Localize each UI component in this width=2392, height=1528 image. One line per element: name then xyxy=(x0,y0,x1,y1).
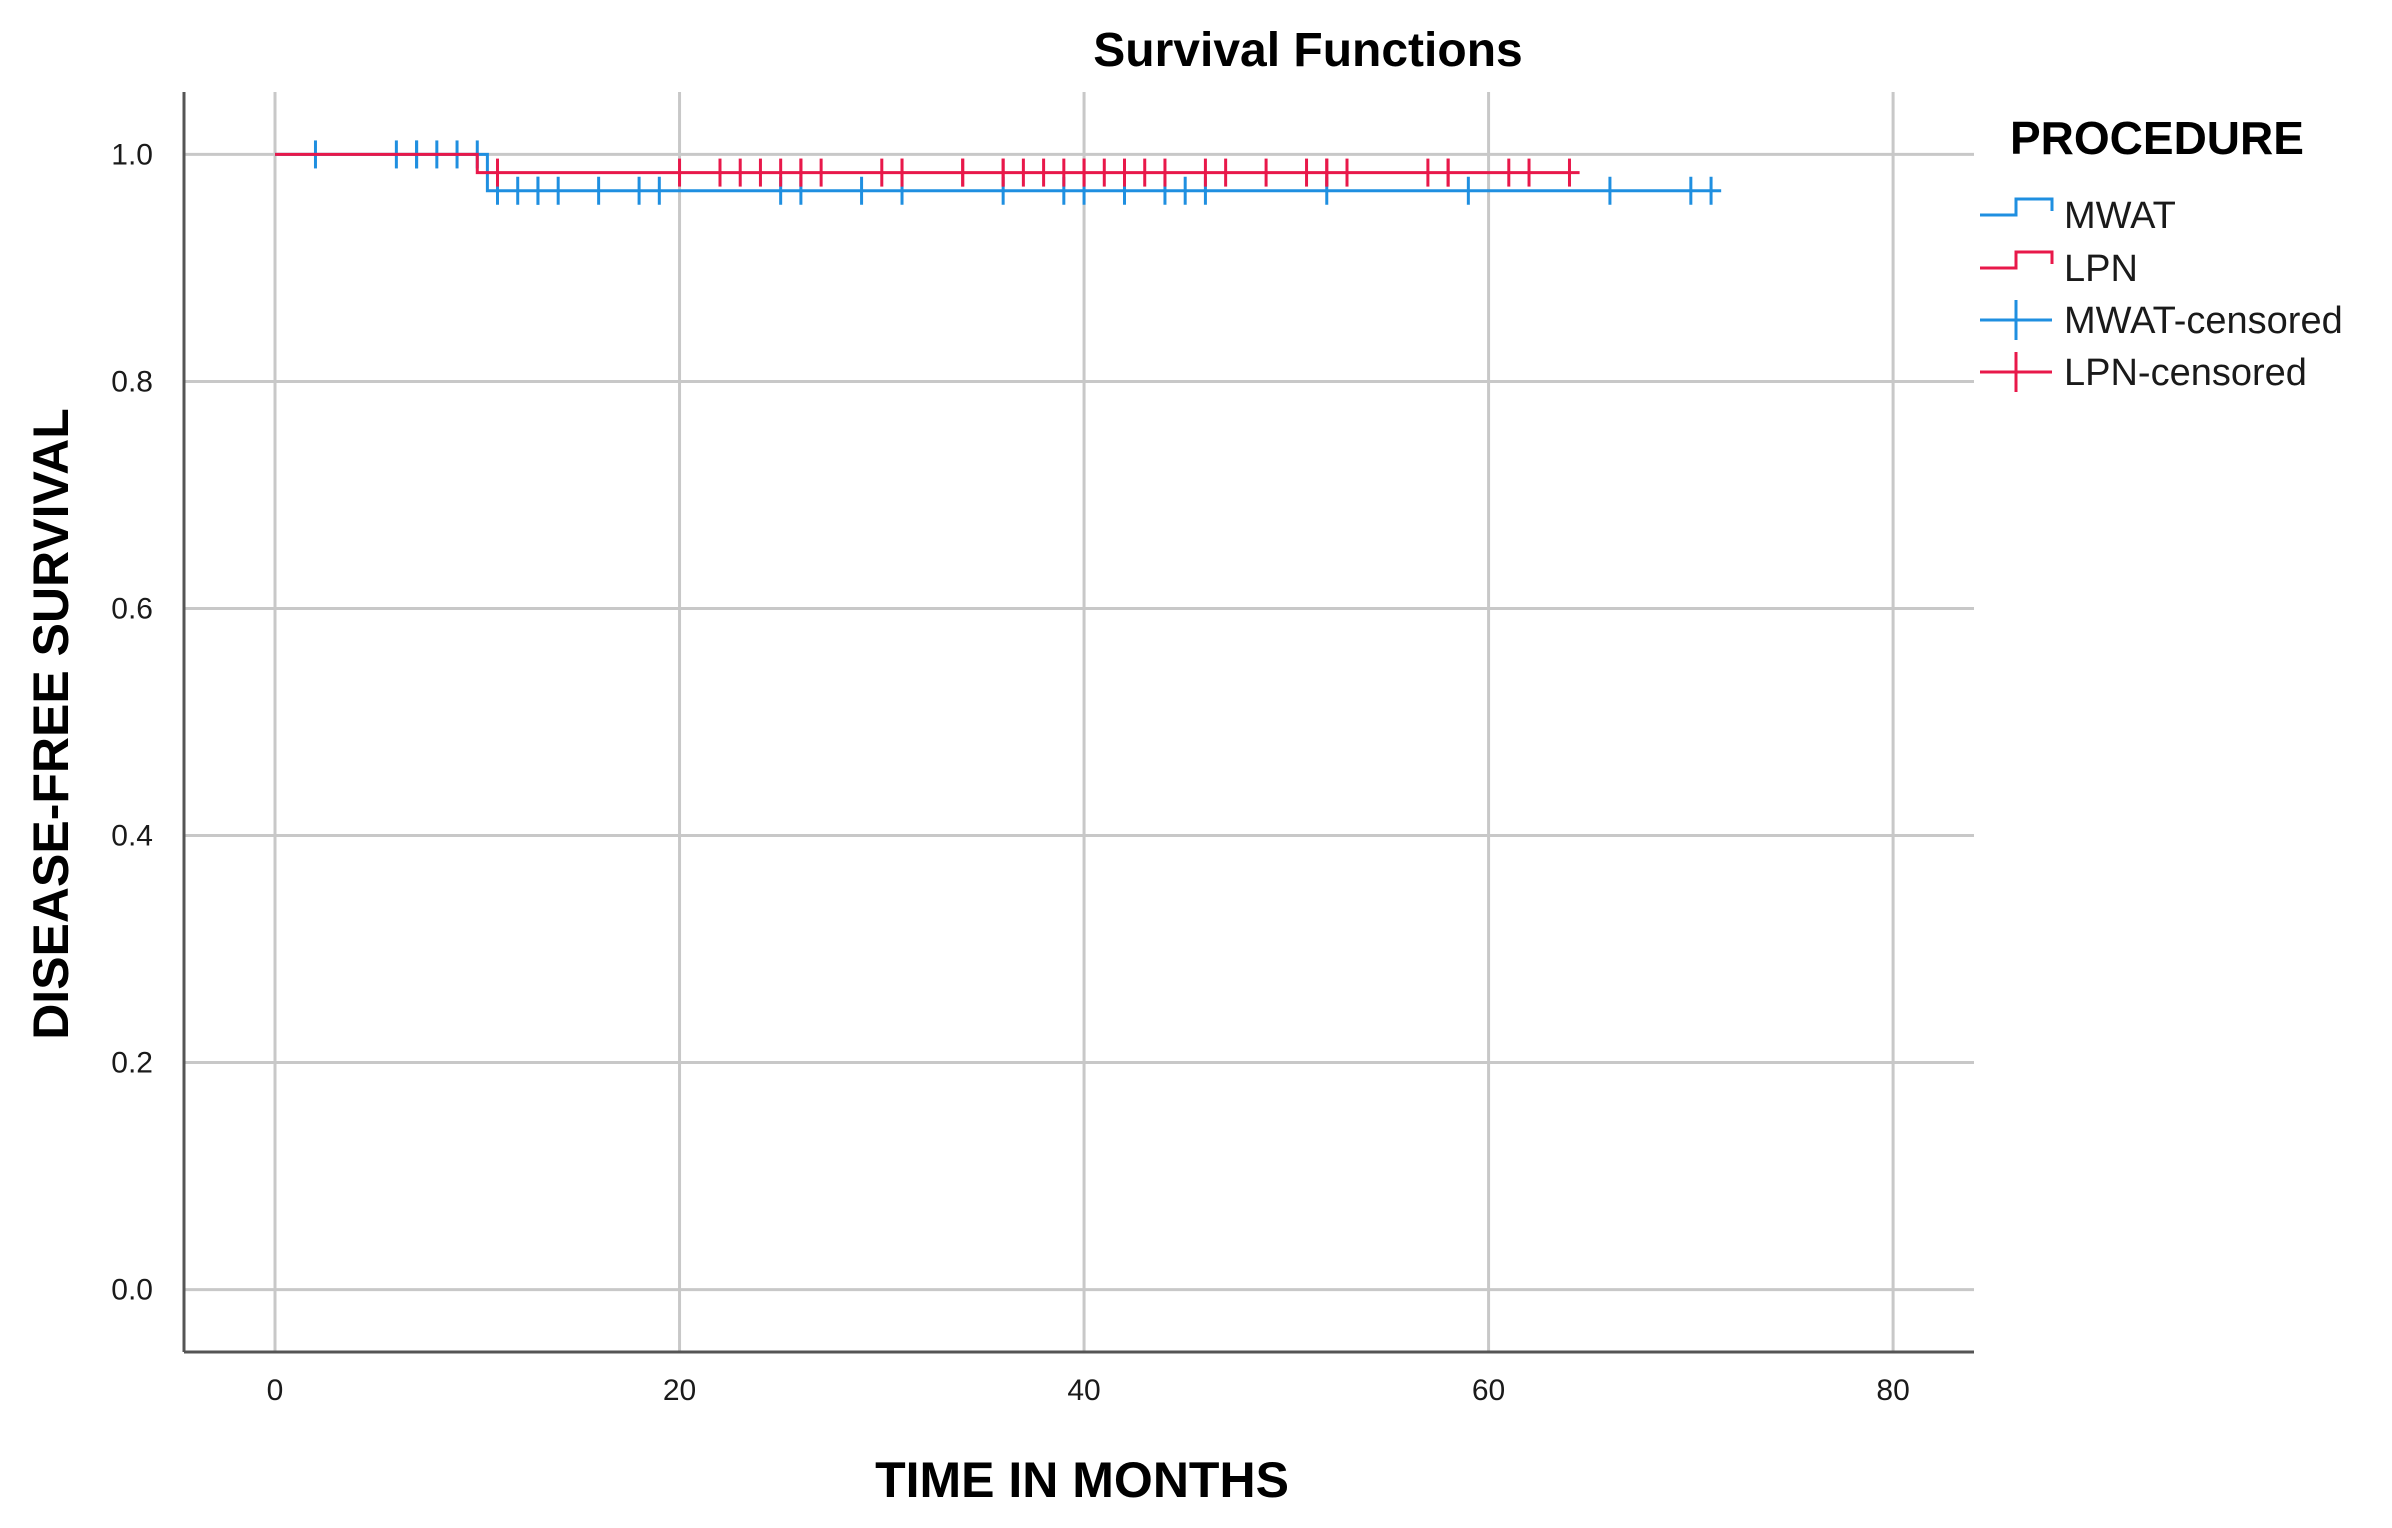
x-tick-labels: 0 20 40 60 80 xyxy=(267,1374,1910,1407)
x-tick-label: 80 xyxy=(1876,1374,1909,1407)
legend-swatch-lpn xyxy=(1980,250,2054,270)
y-tick-label: 0.4 xyxy=(111,820,153,853)
legend: PROCEDURE MWAT LPN MWAT-censored LPN-censor… xyxy=(1980,112,2343,394)
lpn-survival-line xyxy=(275,152,1580,175)
legend-label-lpn: LPN xyxy=(2064,248,2138,290)
y-tick-label: 0.0 xyxy=(111,1274,153,1307)
y-tick-labels: 0.0 0.2 0.4 0.6 0.8 1.0 xyxy=(111,138,153,1306)
x-axis-title: TIME IN MONTHS xyxy=(875,1452,1289,1508)
x-tick-label: 40 xyxy=(1067,1374,1100,1407)
y-tick-label: 0.2 xyxy=(111,1047,153,1080)
legend-swatch-mwat xyxy=(1980,197,2054,217)
y-tick-label: 1.0 xyxy=(111,138,153,171)
legend-label-mwat: MWAT xyxy=(2064,195,2176,237)
y-tick-label: 0.6 xyxy=(111,592,153,625)
chart-title: Survival Functions xyxy=(1093,24,1522,77)
legend-title: PROCEDURE xyxy=(2010,112,2304,164)
axes xyxy=(182,92,1974,1354)
grid-lines xyxy=(184,92,1974,1352)
x-tick-label: 20 xyxy=(663,1374,696,1407)
x-tick-label: 60 xyxy=(1472,1374,1505,1407)
series-layer xyxy=(275,140,1722,205)
legend-label-lpn-censored: LPN-censored xyxy=(2064,352,2307,394)
y-tick-label: 0.8 xyxy=(111,365,153,398)
x-tick-label: 0 xyxy=(267,1374,284,1407)
y-axis-title: DISEASE-FREE SURVIVAL xyxy=(23,408,79,1040)
legend-label-mwat-censored: MWAT-censored xyxy=(2064,300,2343,342)
